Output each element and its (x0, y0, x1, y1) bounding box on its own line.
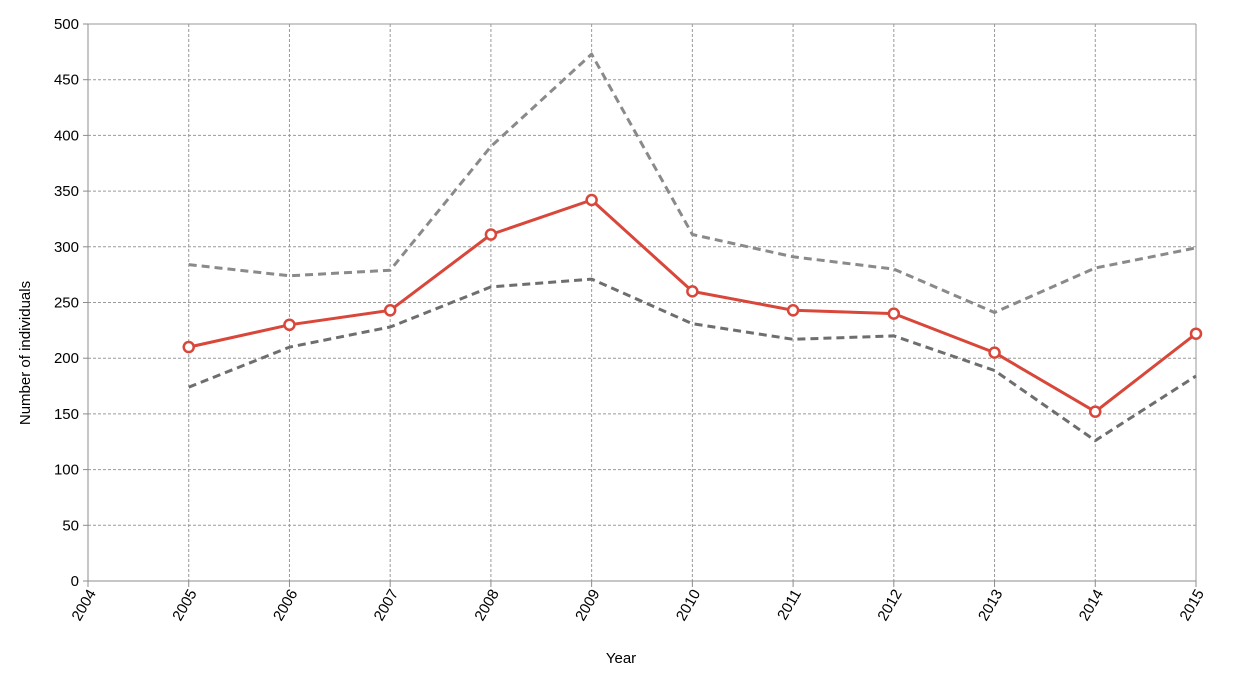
y-tick-label: 150 (54, 406, 79, 423)
data-point-estimate (786, 304, 800, 317)
y-tick-label: 500 (54, 16, 79, 33)
data-point-estimate (182, 340, 195, 354)
data-point-estimate (484, 228, 498, 241)
data-point-estimate (1089, 405, 1102, 418)
y-tick-label: 300 (54, 239, 79, 256)
data-point-estimate (1189, 327, 1203, 340)
data-point-estimate (686, 285, 699, 298)
axes (83, 23, 1197, 587)
x-axis-title: Year (606, 650, 636, 667)
y-tick-label: 250 (54, 295, 79, 312)
y-tick-label: 350 (54, 183, 79, 200)
y-tick-label: 50 (62, 517, 79, 534)
data-point-estimate (383, 304, 397, 317)
data-point-estimate (988, 346, 1001, 359)
data-series (182, 52, 1203, 443)
series-line-upper (188, 52, 1197, 314)
y-tick-label: 400 (54, 127, 79, 144)
y-axis-title: Number of individuals (17, 281, 34, 425)
data-point-estimate (585, 193, 598, 207)
y-tick-label: 0 (71, 573, 79, 590)
series-line-lower (188, 277, 1197, 443)
data-point-estimate (887, 307, 901, 320)
y-tick-label: 200 (54, 350, 79, 367)
y-tick-label: 450 (54, 72, 79, 89)
y-tick-label: 100 (54, 462, 79, 479)
data-point-estimate (283, 318, 296, 332)
